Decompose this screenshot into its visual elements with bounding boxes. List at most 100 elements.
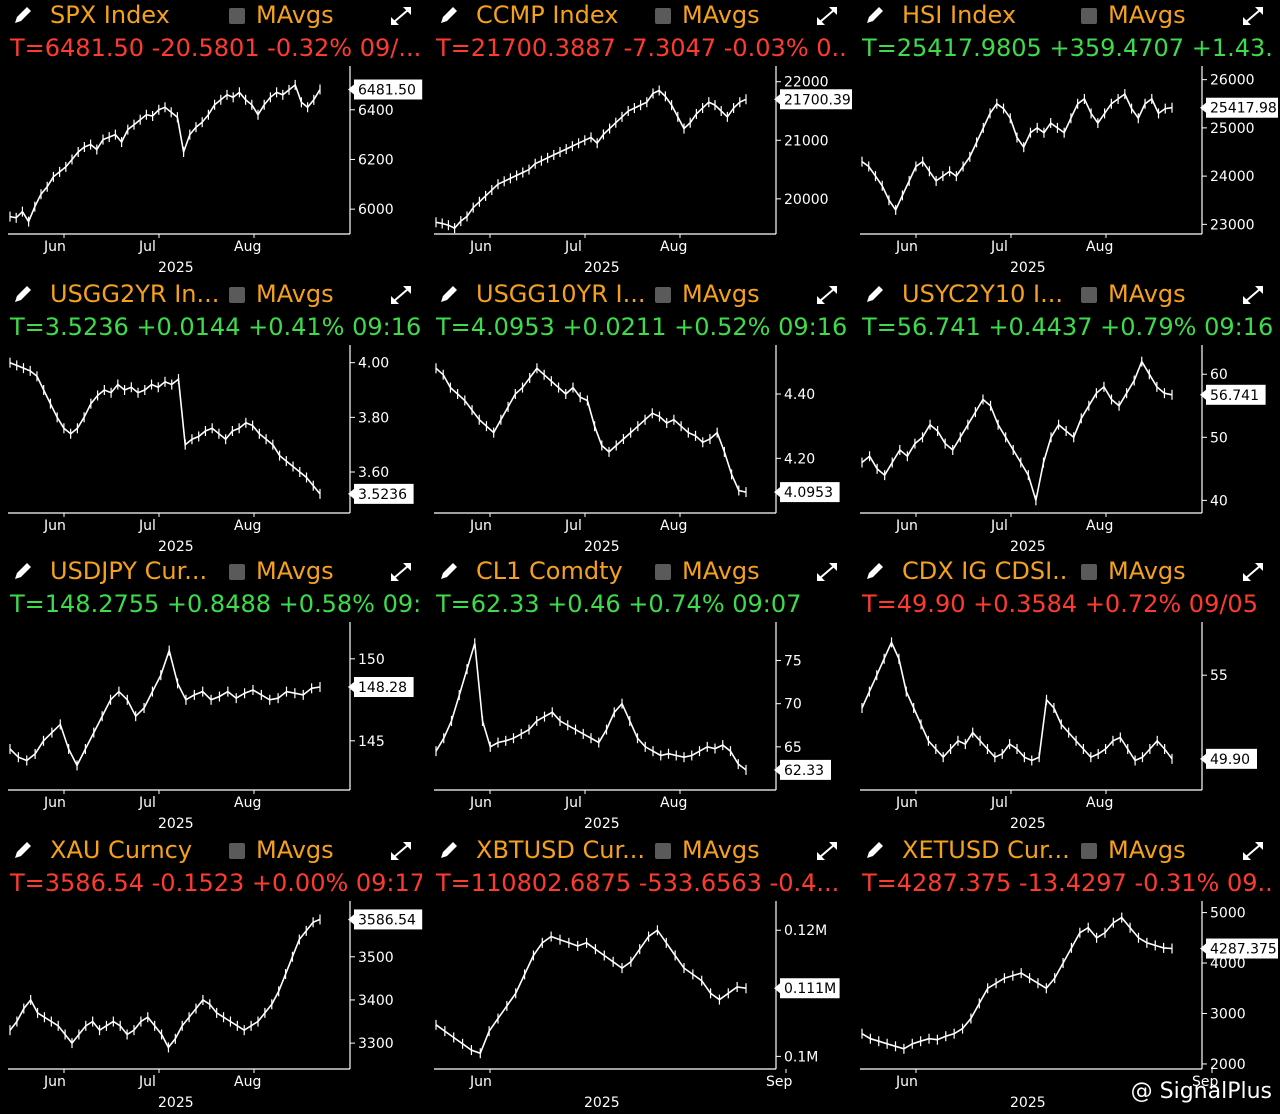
pencil-icon[interactable] — [12, 283, 34, 305]
expand-icon[interactable] — [1240, 283, 1266, 307]
mavgs-checkbox[interactable] — [229, 287, 245, 303]
pencil-icon[interactable] — [864, 560, 886, 582]
mavgs-checkbox[interactable] — [1081, 8, 1097, 24]
chart-panel[interactable]: XBTUSD Cur... MAvgs T=110802.6875 -533.6… — [426, 835, 852, 1113]
pencil-icon[interactable] — [864, 839, 886, 861]
mavgs-label[interactable]: MAvgs — [1108, 836, 1186, 864]
price-chart[interactable]: 2000 3000 4000 5000 Jun Sep 2025 4287.375 — [852, 897, 1278, 1113]
chart-panel[interactable]: HSI Index MAvgs T=25417.9805 +359.4707 +… — [852, 0, 1278, 278]
mavgs-label[interactable]: MAvgs — [256, 1, 334, 29]
mavgs-label[interactable]: MAvgs — [256, 557, 334, 585]
price-chart[interactable]: 20000 21000 22000 Jun Jul Aug 2025 21700.39 — [426, 62, 852, 278]
mavgs-label[interactable]: MAvgs — [1108, 1, 1186, 29]
mavgs-label[interactable]: MAvgs — [256, 280, 334, 308]
mavgs-label[interactable]: MAvgs — [256, 836, 334, 864]
price-chart[interactable]: 3.60 3.80 4.00 Jun Jul Aug 2025 3.5236 — [0, 341, 426, 557]
chart-panel[interactable]: USGG2YR In... MAvgs T=3.5236 +0.0144 +0.… — [0, 279, 426, 557]
price-chart[interactable]: 23000 24000 25000 26000 Jun Jul Aug 2025 25417.9… — [852, 62, 1278, 278]
pencil-icon[interactable] — [864, 4, 886, 26]
mavgs-label[interactable]: MAvgs — [1108, 280, 1186, 308]
x-year-label: 2025 — [1010, 1095, 1046, 1111]
price-chart[interactable]: 145 150 Jun Jul Aug 2025 148.28 — [0, 618, 426, 834]
security-title[interactable]: CL1 Comdty — [476, 557, 623, 585]
expand-icon[interactable] — [1240, 560, 1266, 584]
mavgs-label[interactable]: MAvgs — [1108, 557, 1186, 585]
last-price-box — [780, 89, 852, 110]
pencil-icon[interactable] — [438, 283, 460, 305]
mavgs-checkbox[interactable] — [1081, 564, 1097, 580]
mavgs-label[interactable]: MAvgs — [682, 557, 760, 585]
pencil-icon[interactable] — [12, 839, 34, 861]
security-title[interactable]: USYC2Y10 I... — [902, 280, 1063, 308]
x-tick-label: Aug — [660, 239, 687, 255]
expand-icon[interactable] — [814, 283, 840, 307]
expand-icon[interactable] — [388, 4, 414, 28]
expand-icon[interactable] — [388, 283, 414, 307]
security-title[interactable]: CDX IG CDSI... — [902, 557, 1070, 585]
last-price-pointer — [348, 488, 354, 499]
y-tick-label: 25000 — [1210, 121, 1255, 137]
price-series-line — [861, 916, 1173, 1050]
price-chart[interactable]: 40 50 60 Jun Jul Aug 2025 56.741 — [852, 341, 1278, 557]
security-title[interactable]: USGG2YR In... — [50, 280, 218, 308]
expand-icon[interactable] — [388, 560, 414, 584]
last-price-pointer — [348, 84, 354, 95]
security-title[interactable]: HSI Index — [902, 1, 1017, 29]
price-chart[interactable]: 0.1M 0.12M Jun Sep 2025 0.111M — [426, 897, 852, 1113]
panel-header: XETUSD Cur... MAvgs — [852, 835, 1278, 869]
price-chart[interactable]: 6000 6200 6400 Jun Jul Aug 2025 6481.50 — [0, 62, 426, 278]
chart-panel[interactable]: CCMP Index MAvgs T=21700.3887 -7.3047 -0… — [426, 0, 852, 278]
expand-icon[interactable] — [814, 839, 840, 863]
security-title[interactable]: USGG10YR I... — [476, 280, 644, 308]
expand-icon[interactable] — [1240, 4, 1266, 28]
mavgs-checkbox[interactable] — [655, 8, 671, 24]
expand-icon[interactable] — [1240, 839, 1266, 863]
price-chart[interactable]: 55 Jun Jul Aug 2025 49.90 — [852, 618, 1278, 834]
security-title[interactable]: CCMP Index — [476, 1, 619, 29]
y-tick-label: 0.1M — [784, 1049, 818, 1065]
expand-icon[interactable] — [814, 4, 840, 28]
security-title[interactable]: XBTUSD Cur... — [476, 836, 644, 864]
price-chart[interactable]: 4.20 4.40 Jun Jul Aug 2025 4.0953 — [426, 341, 852, 557]
x-tick-label: Sep — [766, 1074, 793, 1090]
chart-panel[interactable]: USGG10YR I... MAvgs T=4.0953 +0.0211 +0.… — [426, 279, 852, 557]
pencil-icon[interactable] — [438, 560, 460, 582]
chart-axes — [8, 901, 351, 1070]
mavgs-checkbox[interactable] — [1081, 843, 1097, 859]
mavgs-checkbox[interactable] — [229, 843, 245, 859]
chart-panel[interactable]: CDX IG CDSI... MAvgs T=49.90 +0.3584 +0.… — [852, 556, 1278, 834]
pencil-icon[interactable] — [864, 283, 886, 305]
mavgs-checkbox[interactable] — [1081, 287, 1097, 303]
price-series-line — [435, 89, 747, 230]
mavgs-checkbox[interactable] — [655, 564, 671, 580]
pencil-icon[interactable] — [438, 4, 460, 26]
security-title[interactable]: SPX Index — [50, 1, 170, 29]
chart-panel[interactable]: XAU Curncy MAvgs T=3586.54 -0.1523 +0.00… — [0, 835, 426, 1113]
price-chart[interactable]: 3300 3400 3500 Jun Jul Aug 2025 3586.54 — [0, 897, 426, 1113]
price-chart[interactable]: 65 70 75 Jun Jul Aug 2025 62.33 — [426, 618, 852, 834]
security-title[interactable]: XETUSD Cur... — [902, 836, 1070, 864]
chart-panel[interactable]: USYC2Y10 I... MAvgs T=56.741 +0.4437 +0.… — [852, 279, 1278, 557]
mavgs-checkbox[interactable] — [655, 843, 671, 859]
chart-panel[interactable]: USDJPY Cur... MAvgs T=148.2755 +0.8488 +… — [0, 556, 426, 834]
expand-icon[interactable] — [388, 839, 414, 863]
mavgs-checkbox[interactable] — [655, 287, 671, 303]
expand-icon[interactable] — [814, 560, 840, 584]
mavgs-label[interactable]: MAvgs — [682, 1, 760, 29]
last-price-box — [1206, 938, 1278, 959]
pencil-icon[interactable] — [438, 839, 460, 861]
price-series-line — [861, 359, 1173, 501]
security-title[interactable]: XAU Curncy — [50, 836, 193, 864]
mavgs-label[interactable]: MAvgs — [682, 280, 760, 308]
chart-panel[interactable]: SPX Index MAvgs T=6481.50 -20.5801 -0.32… — [0, 0, 426, 278]
price-series-line — [435, 929, 747, 1055]
chart-panel[interactable]: CL1 Comdty MAvgs T=62.33 +0.46 +0.74% 09… — [426, 556, 852, 834]
mavgs-checkbox[interactable] — [229, 564, 245, 580]
pencil-icon[interactable] — [12, 4, 34, 26]
chart-panel[interactable]: XETUSD Cur... MAvgs T=4287.375 -13.4297 … — [852, 835, 1278, 1113]
mavgs-label[interactable]: MAvgs — [682, 836, 760, 864]
pencil-icon[interactable] — [12, 560, 34, 582]
price-series-line — [9, 918, 321, 1049]
mavgs-checkbox[interactable] — [229, 8, 245, 24]
security-title[interactable]: USDJPY Cur... — [50, 557, 208, 585]
